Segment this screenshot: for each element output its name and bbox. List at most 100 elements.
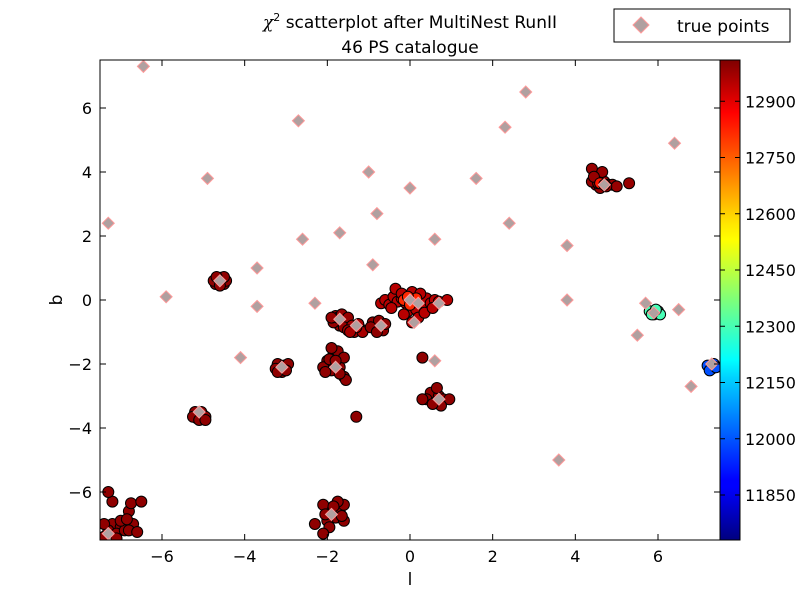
sample-point <box>125 497 137 510</box>
y-tick-label: 2 <box>82 227 92 246</box>
sample-point <box>416 351 429 364</box>
true-point-marker <box>370 206 384 221</box>
true-point-marker <box>333 312 347 326</box>
legend-label-true-points: true points <box>677 17 770 37</box>
sample-point <box>317 498 330 511</box>
chart-subtitle: 46 PS catalogue <box>341 38 478 58</box>
true-point-marker <box>428 354 442 368</box>
true-point-marker <box>432 296 446 310</box>
sample-point <box>308 518 321 530</box>
true-point-marker <box>233 350 248 365</box>
sample-point <box>335 510 348 522</box>
true-point-marker <box>366 258 380 272</box>
true-point-marker <box>291 114 306 128</box>
true-point-marker <box>324 507 339 522</box>
chart-title-sup: 2 <box>273 11 280 24</box>
sample-point <box>325 342 338 354</box>
chart-title-rest: scatterplot after MultiNest RunII <box>286 13 557 33</box>
true-point-marker <box>597 178 611 192</box>
true-point-marker <box>213 274 227 288</box>
sample-point <box>430 382 443 394</box>
y-axis-ticks: −6 −4 −2 0 2 4 6 <box>68 99 720 502</box>
colorbar-tick-label: 12300 <box>745 317 796 336</box>
colorbar-tick-label: 12000 <box>745 430 796 449</box>
true-point-marker <box>361 165 376 179</box>
x-tick-label: −4 <box>233 547 257 566</box>
true-point-marker <box>159 290 173 304</box>
true-point-marker <box>200 171 215 186</box>
legend: true points <box>613 8 791 43</box>
y-tick-label: 6 <box>82 99 92 118</box>
true-point-marker <box>469 171 483 186</box>
true-point-marker <box>647 306 661 320</box>
true-point-marker <box>275 360 289 374</box>
sample-point <box>135 495 148 508</box>
x-tick-label: 0 <box>405 547 415 566</box>
true-point-marker <box>519 85 533 99</box>
true-point-marker <box>136 60 151 74</box>
colorbar-tick-label: 12600 <box>745 205 796 224</box>
y-tick-label: −2 <box>68 355 92 374</box>
x-axis-label: l <box>408 570 413 590</box>
true-point-marker <box>502 216 516 230</box>
true-point-marker <box>705 357 719 371</box>
true-point-marker <box>560 238 574 253</box>
true-point-marker <box>671 302 686 317</box>
colorbar-tick-label: 12750 <box>745 149 796 168</box>
true-point-marker <box>403 181 417 195</box>
colorbar-tick-label: 12150 <box>745 374 796 393</box>
sample-point <box>100 518 111 530</box>
chart-title: χ2 scatterplot after MultiNest RunII <box>262 11 557 33</box>
true-point-marker <box>638 296 653 310</box>
x-axis-ticks: −6 −4 −2 0 2 4 6 <box>150 60 663 566</box>
true-point-marker <box>250 261 264 275</box>
sample-point <box>385 302 398 314</box>
true-point-marker <box>684 379 698 394</box>
true-point-marker <box>333 226 347 240</box>
true-point-marker <box>432 392 446 406</box>
x-tick-label: −6 <box>150 547 174 566</box>
sample-point <box>350 410 363 423</box>
x-tick-label: 2 <box>488 547 498 566</box>
y-axis-label: b <box>47 295 67 306</box>
colorbar <box>719 59 741 541</box>
colorbar-tick-label: 12900 <box>745 92 796 111</box>
y-tick-label: −4 <box>68 419 92 438</box>
true-point-marker <box>498 120 512 134</box>
x-tick-label: 6 <box>653 547 663 566</box>
colorbar-ticks: 11850 12000 12150 12300 12450 12600 12750 12900 <box>720 92 796 505</box>
true-point-marker <box>101 216 115 230</box>
sample-point <box>317 527 330 540</box>
y-tick-label: −6 <box>68 483 92 502</box>
true-point-marker <box>407 315 421 330</box>
true-points-layer <box>101 60 719 540</box>
colorbar-tick-label: 12450 <box>745 261 796 280</box>
x-tick-label: 4 <box>570 547 580 566</box>
true-point-marker <box>295 232 310 246</box>
sample-point <box>344 326 357 338</box>
legend-diamond-icon <box>632 16 650 34</box>
sample-point <box>416 393 429 406</box>
sample-point <box>199 414 212 426</box>
true-point-marker <box>428 232 442 246</box>
sample-point <box>131 526 144 538</box>
true-point-marker <box>374 318 388 333</box>
true-point-marker <box>308 296 322 310</box>
y-tick-label: 4 <box>82 163 92 182</box>
true-point-marker <box>560 293 574 307</box>
true-point-marker <box>630 328 645 342</box>
sample-point <box>120 513 133 526</box>
sample-point <box>610 180 623 193</box>
true-point-marker <box>411 296 425 310</box>
y-tick-label: 0 <box>82 291 92 310</box>
true-point-marker <box>250 299 264 314</box>
chart-title-chi: χ <box>262 13 275 33</box>
colorbar-tick-label: 11850 <box>745 486 796 505</box>
x-tick-label: −2 <box>316 547 340 566</box>
true-point-marker <box>192 405 206 419</box>
true-point-marker <box>349 318 363 333</box>
true-point-marker <box>667 136 682 150</box>
true-point-marker <box>552 453 566 467</box>
sample-point <box>319 366 332 378</box>
